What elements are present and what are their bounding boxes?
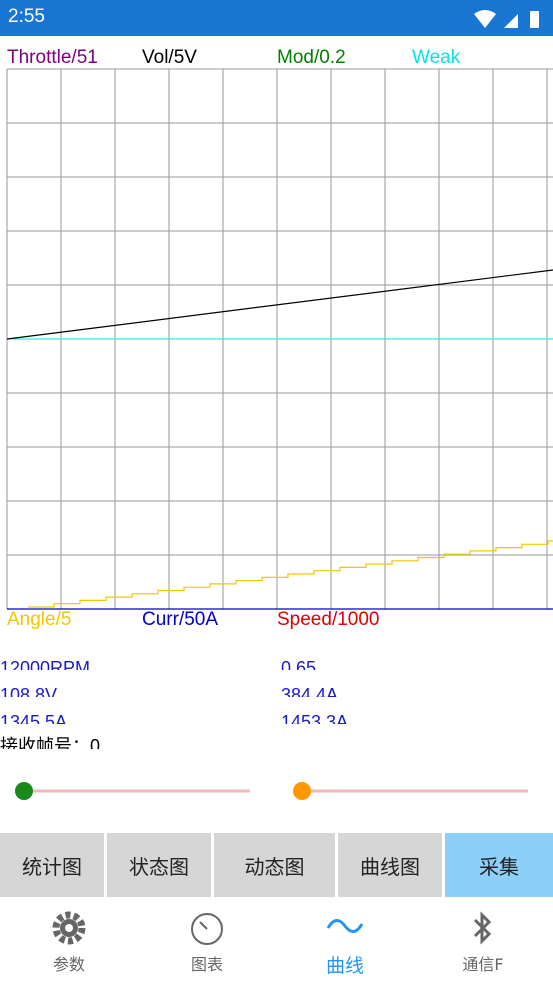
nav-item[interactable]: 通信F: [414, 900, 552, 984]
tab-button[interactable]: 曲线图: [338, 833, 442, 897]
readout: 1345.5A: [0, 712, 68, 724]
legend-label: Curr/50A: [142, 609, 219, 630]
nav-item[interactable]: 曲线: [276, 900, 414, 984]
legend-label: Vol/5V: [142, 47, 197, 68]
tab-button[interactable]: 动态图: [214, 833, 335, 897]
readout: 108.8V: [0, 685, 58, 697]
readout: 0.65: [281, 658, 317, 670]
nav-label: 参数: [52, 955, 85, 974]
nav-label: 通信F: [462, 955, 504, 974]
tab-button[interactable]: 状态图: [107, 833, 211, 897]
readout: 384.4A: [281, 685, 339, 697]
tab-button[interactable]: 统计图: [0, 833, 104, 897]
legend-label: Mod/0.2: [277, 47, 346, 68]
sliders[interactable]: [0, 776, 553, 806]
nav-item[interactable]: 图表: [138, 900, 276, 984]
tab-button[interactable]: 采集: [445, 833, 553, 897]
curve: [28, 540, 553, 608]
plot-area: [6, 68, 553, 610]
legend-label: Angle/5: [7, 609, 72, 630]
legend-label: Speed/1000: [277, 609, 380, 630]
clock: 2:55: [8, 6, 45, 27]
nav-item[interactable]: 参数: [0, 900, 138, 984]
frame-count: 接收帧号：0: [0, 736, 101, 749]
legend-label: Weak: [412, 47, 461, 68]
status-bar: 2:55: [0, 0, 553, 36]
readout: 12000RPM: [0, 658, 91, 670]
nav-label: 图表: [190, 955, 223, 974]
readout: 1453.3A: [281, 712, 349, 724]
curve: [6, 269, 553, 340]
status-icons: [474, 10, 539, 28]
nav-label: 曲线: [325, 955, 364, 977]
legend-label: Throttle/51: [7, 47, 98, 68]
